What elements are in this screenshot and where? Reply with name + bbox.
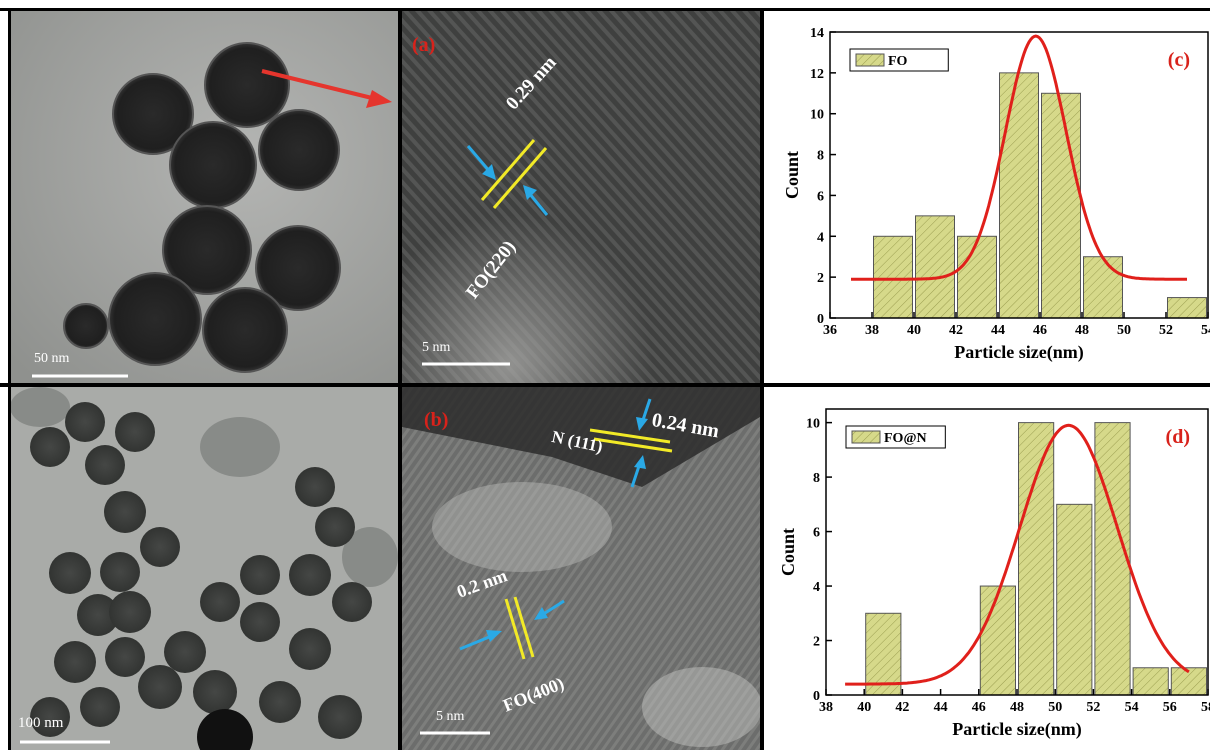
y-tick-label: 10	[806, 417, 820, 432]
y-tick-label: 0	[813, 689, 820, 704]
x-tick-label: 42	[949, 323, 963, 338]
histogram-bar	[873, 235, 913, 319]
y-axis-label: Count	[782, 151, 802, 199]
legend-label: FO@N	[884, 431, 927, 446]
histogram-bar	[1167, 297, 1207, 319]
histogram-panel-c: 3638404244464850525402468101214Particle …	[764, 10, 1210, 383]
histogram-bar	[957, 235, 997, 319]
histogram-bar	[1018, 422, 1055, 696]
x-axis-label: Particle size(nm)	[954, 342, 1083, 363]
y-tick-label: 12	[810, 67, 824, 82]
histogram-bar	[979, 585, 1017, 696]
frame-middle	[0, 383, 1210, 387]
plot-frame	[829, 31, 1209, 319]
x-tick-label: 54	[1125, 700, 1139, 715]
y-tick-label: 4	[813, 580, 820, 595]
y-tick-label: 2	[813, 635, 820, 650]
x-tick-label: 38	[819, 700, 833, 715]
y-tick-label: 14	[810, 26, 824, 41]
hrtem-a-graphic	[402, 10, 760, 383]
panel-label: (c)	[1168, 49, 1190, 71]
x-tick-label: 46	[1033, 323, 1047, 338]
y-tick-label: 6	[813, 526, 820, 541]
x-tick-label: 50	[1117, 323, 1131, 338]
y-tick-label: 6	[817, 189, 824, 204]
scale-text-top: 50 nm	[34, 351, 70, 366]
gaussian-fit-curve	[851, 34, 1187, 281]
gaussian-fit-curve	[845, 423, 1190, 686]
scale-text-a: 5 nm	[422, 340, 451, 355]
y-axis-label: Count	[778, 528, 798, 576]
x-tick-label: 40	[857, 700, 871, 715]
x-tick-label: 50	[1048, 700, 1062, 715]
scale-text-b: 5 nm	[436, 709, 465, 724]
x-tick-label: 40	[907, 323, 921, 338]
legend-label: FO	[888, 54, 908, 69]
x-tick-label: 44	[991, 323, 1005, 338]
frame-divider-2	[760, 8, 764, 750]
y-tick-label: 8	[817, 149, 824, 164]
hrtem-b-graphic	[402, 387, 760, 750]
histogram-bar	[915, 215, 955, 319]
x-tick-label: 42	[895, 700, 909, 715]
hrtem-panel-b: (b) 0.24 nm N (111) 0.2 nm FO(400) 5 nm	[402, 387, 760, 750]
x-tick-label: 52	[1159, 323, 1173, 338]
frame-top	[0, 8, 1210, 11]
panel-label-a: (a)	[412, 34, 436, 56]
histogram-panel-d: 38404244464850525456580246810Particle si…	[764, 387, 1210, 750]
histogram-bar	[1094, 422, 1131, 696]
y-tick-label: 2	[817, 271, 824, 286]
nanoparticles-bottom	[30, 402, 372, 750]
scale-text-bottom: 100 nm	[18, 715, 64, 731]
histogram-bar	[999, 72, 1039, 319]
histogram-bar	[1041, 92, 1081, 319]
x-tick-label: 38	[865, 323, 879, 338]
hrtem-panel-a: (a) 0.29 nm FO(220) 5 nm	[402, 10, 760, 383]
x-tick-label: 58	[1201, 700, 1210, 715]
legend-swatch	[851, 430, 881, 444]
x-tick-label: 44	[934, 700, 948, 715]
tem-image-top-graphic	[10, 10, 398, 383]
histogram-d: 38404244464850525456580246810Particle si…	[778, 408, 1210, 740]
x-tick-label: 56	[1163, 700, 1177, 715]
x-tick-label: 52	[1086, 700, 1100, 715]
y-tick-label: 10	[810, 108, 824, 123]
tem-image-bottom-graphic	[10, 387, 398, 750]
panel-label-b: (b)	[424, 409, 449, 431]
x-tick-label: 36	[823, 323, 837, 338]
frame-left	[8, 8, 11, 750]
y-tick-label: 8	[813, 471, 820, 486]
x-axis-label: Particle size(nm)	[952, 719, 1081, 740]
nanoparticles	[63, 42, 341, 373]
tem-image-top: 50 nm	[10, 10, 398, 383]
x-tick-label: 46	[972, 700, 986, 715]
y-tick-label: 4	[817, 230, 824, 245]
histogram-bar	[1083, 256, 1123, 319]
histogram-bar	[1132, 667, 1169, 696]
x-tick-label: 54	[1201, 323, 1210, 338]
panel-label: (d)	[1166, 426, 1190, 448]
histogram-c: 3638404244464850525402468101214Particle …	[782, 26, 1210, 363]
legend-swatch	[855, 53, 885, 67]
histogram-bar	[865, 612, 902, 696]
histogram-bar	[1056, 503, 1093, 696]
frame-divider-1	[398, 8, 402, 750]
x-tick-label: 48	[1010, 700, 1024, 715]
tem-image-bottom: 100 nm	[10, 387, 398, 750]
y-tick-label: 0	[817, 312, 824, 327]
x-tick-label: 48	[1075, 323, 1089, 338]
